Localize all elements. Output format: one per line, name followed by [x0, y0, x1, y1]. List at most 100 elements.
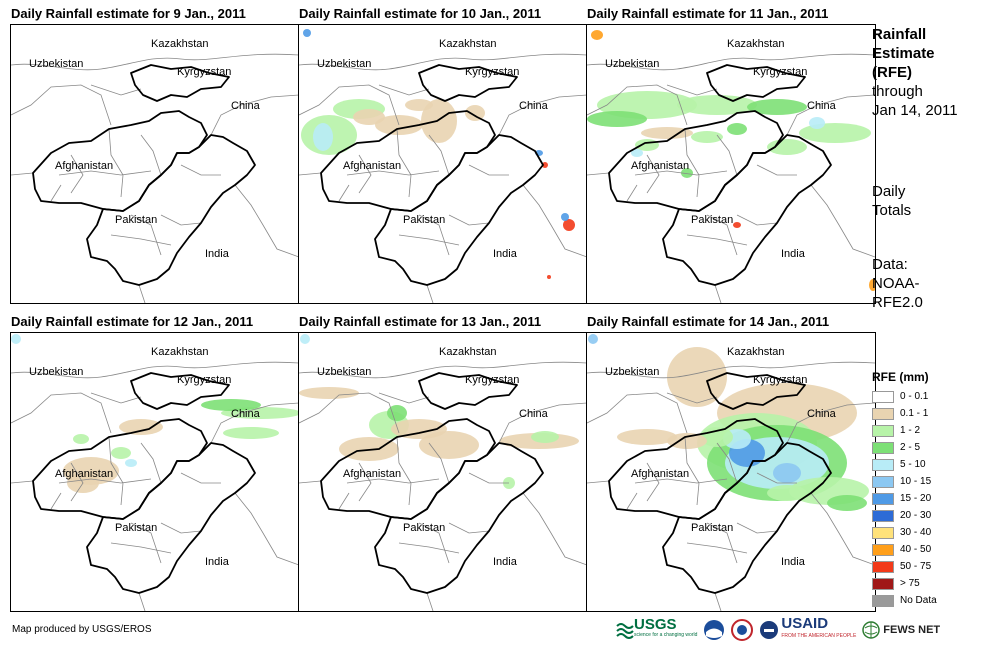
- rainfall-area: [313, 123, 333, 151]
- legend-rows: 0 - 0.1 0.1 - 1 1 - 2 2 - 5 5 - 10 10 - 15 15 …: [872, 388, 982, 609]
- admin-boundary: [587, 172, 610, 176]
- country-label: India: [493, 556, 518, 568]
- map-panel-3: Daily Rainfall estimate for 11 Jan., 201…: [586, 6, 876, 311]
- admin-boundary: [426, 592, 434, 611]
- country-label: China: [807, 408, 837, 420]
- kyrgyzstan-border: [706, 64, 806, 102]
- admin-boundary: [706, 522, 738, 564]
- rainfall-area: [531, 431, 559, 443]
- country-label: Uzbekistan: [29, 58, 83, 70]
- admin-boundary: [786, 94, 875, 136]
- rainfall-area: [681, 168, 693, 178]
- legend-swatch: [872, 475, 894, 488]
- admin-boundary: [646, 462, 660, 502]
- side-title-line: Jan 14, 2011: [872, 102, 958, 119]
- rainfall-area: [563, 219, 575, 231]
- usgs-text: USGS: [634, 616, 677, 633]
- admin-boundary: [426, 284, 434, 303]
- admin-boundary: [684, 436, 700, 506]
- admin-boundary: [448, 522, 490, 534]
- rainfall-map: Kazakhstan Kyrgyzstan Uzbekistan China Afgha…: [587, 334, 875, 611]
- legend-swatch: [872, 441, 894, 454]
- side-title-line: Rainfall: [872, 26, 927, 43]
- rainfall-area: [809, 117, 825, 129]
- admin-boundary: [448, 214, 490, 226]
- legend-item: 30 - 40: [872, 524, 982, 541]
- pakistan-border: [662, 134, 832, 286]
- rainfall-area: [465, 105, 485, 121]
- legend-item: 2 - 5: [872, 439, 982, 456]
- rainfall-area: [405, 99, 433, 111]
- rainfall-area: [631, 149, 643, 157]
- admin-boundary: [396, 128, 412, 198]
- country-label: Uzbekistan: [605, 58, 659, 70]
- country-label: Pakistan: [403, 214, 445, 226]
- admin-boundary: [634, 170, 728, 176]
- admin-boundary: [646, 154, 660, 194]
- admin-boundary: [358, 462, 372, 502]
- rainfall-area: [727, 123, 747, 135]
- rainfall-map: Kazakhstan Kyrgyzstan Uzbekistan China Afgha…: [299, 334, 587, 611]
- legend-swatch: [872, 526, 894, 539]
- credit-text: Map produced by USGS/EROS: [12, 624, 152, 635]
- rainfall-area: [125, 459, 137, 467]
- admin-boundary: [346, 478, 440, 484]
- admin-boundary: [810, 492, 875, 566]
- rainfall-area: [300, 334, 310, 344]
- map-frame: Kazakhstan Kyrgyzstan Uzbekistan China Afgha…: [298, 332, 588, 612]
- admin-boundary: [11, 53, 299, 71]
- legend-label: 0 - 0.1: [900, 391, 929, 402]
- legend-label: 2 - 5: [900, 442, 921, 453]
- admin-boundary: [11, 172, 34, 176]
- country-label: Kazakhstan: [151, 38, 208, 50]
- rainfall-area: [747, 99, 807, 115]
- country-label: Pakistan: [691, 214, 733, 226]
- precip-layer: [588, 334, 869, 511]
- country-label: Kazakhstan: [439, 346, 496, 358]
- map-panel-2: Daily Rainfall estimate for 10 Jan., 201…: [298, 6, 588, 311]
- pakistan-border: [86, 134, 256, 286]
- rainfall-area: [617, 429, 677, 445]
- country-label: Kazakhstan: [727, 346, 784, 358]
- admin-boundary: [130, 522, 162, 564]
- rainfall-area: [587, 111, 647, 127]
- admin-boundary: [108, 128, 124, 198]
- side-title-line: through: [872, 83, 923, 100]
- pakistan-border: [662, 442, 832, 594]
- legend-swatch: [872, 509, 894, 522]
- pakistan-border: [86, 442, 256, 594]
- map-frame: Kazakhstan Kyrgyzstan Uzbekistan China Afgha…: [10, 24, 300, 304]
- admin-boundary: [299, 84, 400, 126]
- legend-swatch: [872, 390, 894, 403]
- admin-boundary: [522, 492, 587, 566]
- admin-boundary: [378, 84, 430, 96]
- rainfall-area: [299, 387, 359, 399]
- admin-boundary: [50, 492, 62, 510]
- legend-item: 50 - 75: [872, 558, 982, 575]
- globe-icon: [862, 621, 881, 639]
- rainfall-area: [561, 213, 569, 221]
- country-label: Pakistan: [115, 522, 157, 534]
- admin-boundary: [50, 184, 62, 202]
- country-label: China: [519, 100, 549, 112]
- legend-title: RFE (mm): [872, 370, 929, 384]
- admin-boundary: [180, 164, 221, 176]
- country-label: Kyrgyzstan: [465, 374, 519, 386]
- admin-boundary: [210, 402, 299, 444]
- admin-boundary: [140, 442, 162, 484]
- country-label: India: [781, 556, 806, 568]
- legend-label: 0.1 - 1: [900, 408, 929, 419]
- rainfall-area: [641, 127, 693, 139]
- admin-boundary: [398, 234, 460, 246]
- admin-boundary: [498, 94, 587, 136]
- rainfall-area: [773, 463, 801, 483]
- legend-label: > 75: [900, 578, 920, 589]
- rainfall-area: [303, 29, 311, 37]
- rainfall-area: [588, 334, 598, 344]
- kyrgyzstan-border: [418, 64, 518, 102]
- usaid-text: USAID: [781, 615, 829, 632]
- country-label: Kyrgyzstan: [753, 374, 807, 386]
- logo-strip: USGS science for a changing world USAID …: [616, 615, 940, 643]
- admin-boundary: [11, 84, 112, 126]
- rainfall-map: Kazakhstan Kyrgyzstan Uzbekistan China Afgha…: [299, 29, 587, 303]
